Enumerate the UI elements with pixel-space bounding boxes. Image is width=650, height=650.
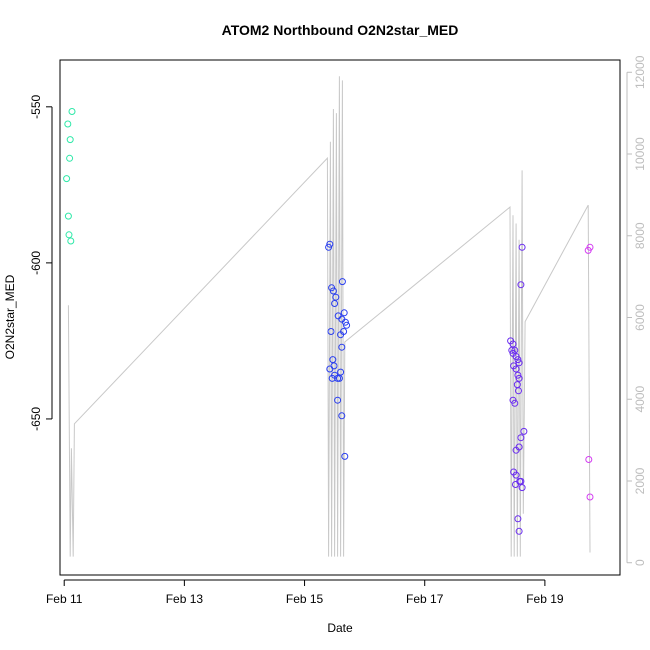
data-point bbox=[340, 309, 348, 317]
data-point bbox=[508, 346, 516, 354]
data-point bbox=[340, 328, 348, 335]
y-tick-label-left: -600 bbox=[29, 251, 43, 275]
data-point bbox=[515, 374, 523, 382]
data-point bbox=[343, 321, 351, 329]
y-tick-label-right: 2000 bbox=[633, 467, 647, 494]
data-point bbox=[67, 237, 75, 245]
data-point bbox=[66, 136, 74, 144]
data-point bbox=[517, 281, 525, 289]
data-point bbox=[585, 456, 593, 463]
data-point bbox=[341, 452, 349, 460]
x-tick-label: Feb 17 bbox=[406, 592, 444, 606]
x-tick-label: Feb 13 bbox=[166, 592, 204, 606]
data-point bbox=[512, 365, 520, 373]
data-point bbox=[341, 318, 349, 326]
data-point bbox=[586, 493, 594, 501]
y-tick-label-right: 4000 bbox=[633, 386, 647, 413]
y-tick-label-right: 12000 bbox=[633, 55, 647, 89]
y-tick-label-right: 6000 bbox=[633, 304, 647, 331]
data-point bbox=[337, 368, 345, 376]
data-point bbox=[335, 374, 343, 382]
x-tick-label: Feb 11 bbox=[46, 592, 83, 606]
y-axis-label: O2N2star_MED bbox=[3, 274, 17, 359]
data-point bbox=[329, 287, 337, 295]
y-tick-label-left: -550 bbox=[29, 94, 43, 118]
plot-frame bbox=[59, 59, 621, 576]
x-tick-label: Feb 15 bbox=[286, 592, 324, 606]
data-point bbox=[63, 175, 71, 183]
y-tick-label-right: 8000 bbox=[633, 222, 647, 249]
x-axis-label: Date bbox=[327, 621, 353, 635]
data-point bbox=[512, 471, 520, 479]
data-point bbox=[65, 231, 73, 239]
point-layer bbox=[63, 108, 594, 535]
chart-title: ATOM2 Northbound O2N2star_MED bbox=[222, 22, 459, 38]
data-point bbox=[520, 427, 528, 435]
data-point bbox=[514, 515, 522, 523]
data-point bbox=[332, 293, 340, 301]
data-point bbox=[515, 359, 523, 367]
data-point bbox=[68, 108, 76, 115]
axis-layer: Feb 11 Feb 13 Feb 15 Feb 17 Feb 19 -550 -600 -6… bbox=[29, 55, 647, 606]
data-point bbox=[511, 399, 519, 407]
data-point bbox=[326, 240, 334, 248]
data-point bbox=[514, 371, 522, 379]
data-point bbox=[64, 120, 72, 128]
y-tick-label-left: -650 bbox=[29, 407, 43, 431]
data-point bbox=[334, 396, 342, 404]
data-point bbox=[584, 246, 592, 254]
y-tick-label-right: 0 bbox=[633, 559, 647, 566]
data-point bbox=[515, 527, 523, 535]
data-point bbox=[64, 212, 72, 220]
data-point bbox=[338, 412, 346, 420]
data-point bbox=[518, 243, 526, 251]
x-tick-label: Feb 19 bbox=[526, 592, 564, 606]
y-tick-label-right: 10000 bbox=[633, 137, 647, 171]
data-point bbox=[329, 356, 337, 364]
data-point bbox=[331, 300, 339, 307]
secondary-series-line bbox=[67, 76, 591, 557]
data-point bbox=[338, 343, 346, 351]
data-point bbox=[326, 365, 334, 373]
data-point bbox=[517, 434, 525, 442]
data-point bbox=[512, 481, 519, 488]
data-point bbox=[66, 154, 74, 162]
data-point bbox=[509, 340, 517, 348]
data-point bbox=[327, 328, 335, 335]
data-point bbox=[512, 446, 520, 454]
secondary-line-layer bbox=[67, 76, 591, 557]
data-point bbox=[338, 278, 346, 286]
data-point bbox=[514, 356, 522, 364]
data-point bbox=[325, 243, 333, 251]
data-point bbox=[328, 374, 336, 382]
data-point bbox=[515, 387, 522, 395]
data-point bbox=[518, 484, 526, 492]
